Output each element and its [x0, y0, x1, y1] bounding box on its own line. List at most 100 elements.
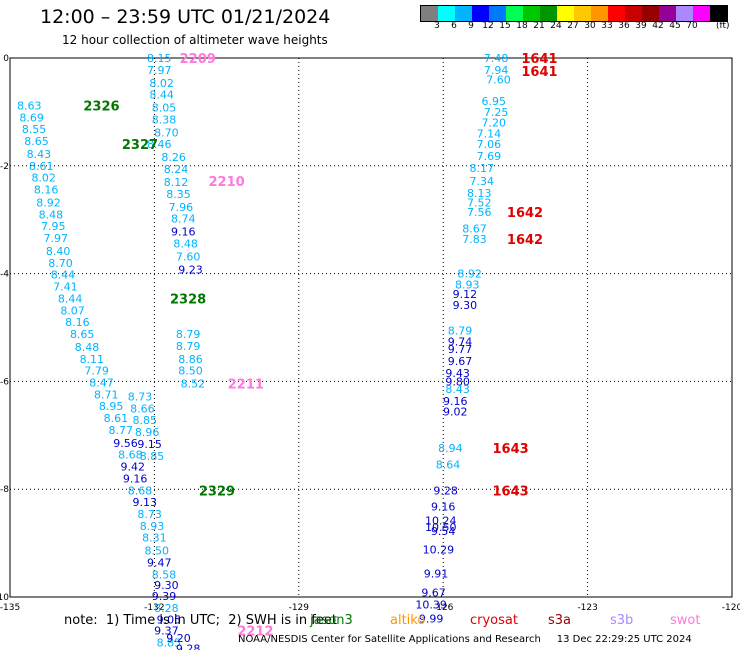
wave-height-value: 8.68 — [118, 449, 143, 462]
wave-height-value: 9.67 — [421, 587, 446, 600]
color-swatch — [489, 6, 506, 21]
y-tick-label: 0 — [3, 54, 9, 64]
color-scale-bar — [420, 5, 728, 22]
x-tick-label: -123 — [577, 603, 597, 613]
color-swatch — [472, 6, 489, 21]
wave-height-value: 8.69 — [19, 111, 44, 124]
color-scale-label: 39 — [635, 21, 647, 31]
wave-height-value: 7.69 — [477, 150, 502, 163]
wave-height-value: 8.74 — [171, 213, 196, 226]
wave-height-value: 9.30 — [154, 579, 179, 592]
wave-height-value: 8.79 — [176, 328, 201, 341]
wave-height-value: 7.41 — [53, 281, 78, 294]
wave-height-value: 7.25 — [484, 106, 509, 119]
wave-height-value: 8.70 — [154, 126, 179, 139]
wave-height-value: 8.43 — [445, 383, 470, 396]
x-tick-label: -126 — [433, 603, 454, 613]
wave-height-value: 8.77 — [108, 424, 133, 437]
wave-height-value: 7.20 — [481, 117, 506, 130]
color-swatch — [676, 6, 693, 21]
pass-time-label: 2209 — [180, 52, 216, 67]
map-frame — [9, 57, 733, 598]
pass-time-label: 1642 — [507, 233, 543, 248]
wave-height-value: 8.79 — [176, 340, 201, 353]
color-scale-label: 6 — [451, 21, 457, 31]
color-swatch — [421, 6, 438, 21]
color-scale-label: 9 — [468, 21, 474, 31]
color-swatch — [438, 6, 455, 21]
wave-height-value: 8.02 — [149, 77, 174, 90]
wave-height-value: 9.91 — [424, 567, 449, 580]
wave-height-value: 8.61 — [29, 160, 54, 173]
color-scale-label: 70 — [686, 21, 698, 31]
wave-height-value: 8.92 — [36, 196, 61, 209]
wave-height-value: 7.60 — [486, 74, 511, 87]
wave-height-value: 7.14 — [477, 127, 502, 140]
color-swatch — [506, 6, 523, 21]
color-swatch — [574, 6, 591, 21]
wave-height-value: 8.85 — [157, 636, 182, 649]
wave-height-value: 8.48 — [173, 237, 198, 250]
color-swatch — [455, 6, 472, 21]
wave-height-value: 8.58 — [152, 568, 177, 581]
wave-height-value: 8.85 — [140, 450, 165, 463]
wave-height-value: 8.12 — [164, 176, 189, 189]
wave-height-value: 7.97 — [43, 232, 68, 245]
pass-time-label: 2329 — [199, 484, 235, 499]
wave-height-value: 9.54 — [431, 525, 456, 538]
wave-height-value: 8.79 — [448, 325, 473, 338]
pass-time-label: 2210 — [209, 175, 245, 190]
wave-height-value: 8.96 — [135, 426, 160, 439]
wave-height-value: 9.42 — [120, 461, 145, 474]
wave-height-value: 9.37 — [154, 624, 179, 637]
color-swatch — [710, 6, 727, 21]
wave-height-value: 9.16 — [171, 226, 196, 239]
pass-time-label: 2328 — [170, 292, 206, 307]
wave-height-value: 8.68 — [128, 484, 153, 497]
pass-time-label: 2327 — [122, 138, 158, 153]
y-tick-label: -6 — [0, 377, 9, 387]
wave-height-value: 8.02 — [31, 172, 56, 185]
color-swatch — [625, 6, 642, 21]
wave-height-value: 8.17 — [469, 162, 494, 175]
wave-height-value: 8.48 — [75, 341, 100, 354]
wave-height-value: 9.12 — [453, 288, 478, 301]
color-scale-label: 21 — [533, 21, 545, 31]
wave-height-value: 8.44 — [51, 269, 76, 282]
color-swatch — [540, 6, 557, 21]
wave-height-value: 9.67 — [448, 355, 473, 368]
wave-height-value: 8.73 — [128, 390, 153, 403]
wave-height-value: 7.06 — [477, 138, 502, 151]
wave-height-value: 8.86 — [178, 353, 203, 366]
pass-time-label: 1643 — [492, 442, 528, 457]
wave-height-value: 8.67 — [462, 222, 487, 235]
wave-height-value: 8.35 — [166, 188, 191, 201]
wave-height-value: 8.50 — [178, 365, 203, 378]
wave-height-value: 8.50 — [145, 545, 170, 558]
footnote: note: 1) Time is in UTC; 2) SWH is in fe… — [64, 613, 337, 628]
wave-height-value: 8.93 — [455, 278, 480, 291]
wave-height-value: 9.56 — [113, 437, 138, 450]
wave-height-value: 8.16 — [34, 184, 59, 197]
wave-height-value: 8.44 — [149, 89, 174, 102]
wave-height-value: 7.34 — [469, 175, 494, 188]
wave-height-value: 8.70 — [48, 257, 73, 270]
mission-label-cryosat: cryosat — [470, 613, 518, 628]
x-tick-label: -135 — [0, 603, 20, 613]
wave-height-value: 8.64 — [436, 458, 461, 471]
wave-height-value: 9.39 — [152, 590, 177, 603]
wave-height-value: 9.80 — [445, 375, 470, 388]
wave-height-value: 9.16 — [431, 500, 456, 513]
color-scale-label: 3 — [434, 21, 440, 31]
color-scale-label: 15 — [499, 21, 511, 31]
x-tick-label: -129 — [289, 603, 310, 613]
mission-legend: jason3 altiko cryosat s3a s3b swot — [0, 613, 740, 631]
wave-height-value: 10.50 — [425, 521, 457, 534]
mission-label-s3a: s3a — [548, 613, 572, 628]
wave-height-value: 9.13 — [133, 496, 158, 509]
mission-label-swot: swot — [670, 613, 701, 628]
wave-height-value: 10.39 — [415, 599, 447, 612]
color-scale-label: 30 — [584, 21, 596, 31]
wave-height-value: 9.15 — [137, 438, 162, 451]
